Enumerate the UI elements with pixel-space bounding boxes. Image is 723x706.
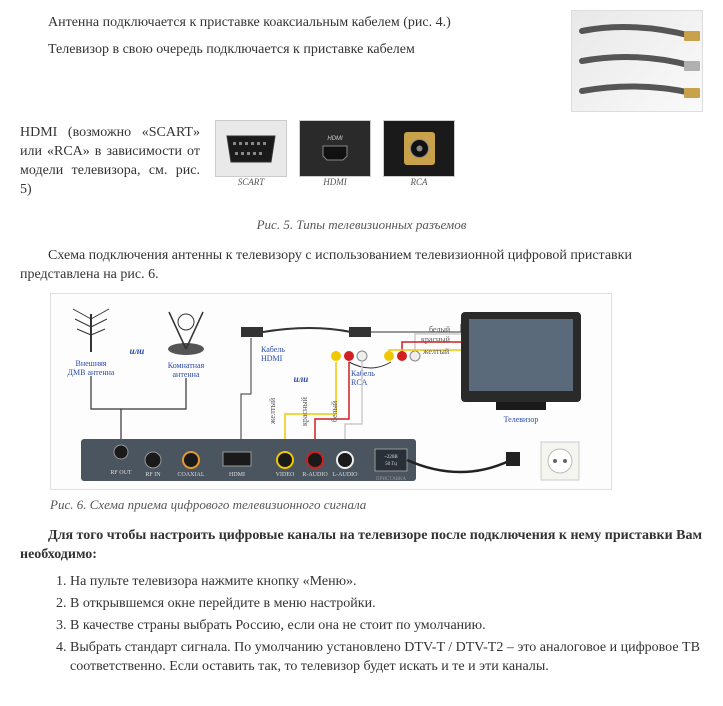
svg-text:RF OUT: RF OUT — [110, 470, 132, 476]
svg-text:R-AUDIO: R-AUDIO — [302, 472, 328, 478]
hdmi-cable-label: Кабель — [261, 345, 285, 354]
indoor-antenna-label: Комнатная — [168, 361, 205, 370]
text-block-2: HDMI (возможно «SCART» или «RCA» в завис… — [20, 120, 200, 208]
caption-fig5: Рис. 5. Типы телевизионных разъемов — [20, 216, 703, 234]
step-4: Выбрать стандарт сигнала. По умолчанию у… — [70, 639, 703, 677]
rca-cable-icon — [331, 351, 420, 368]
svg-text:RF IN: RF IN — [145, 472, 161, 478]
paragraph-3: HDMI (возможно «SCART» или «RCA» в завис… — [20, 124, 200, 200]
tv-label: Телевизор — [504, 415, 539, 424]
white-label: белый — [429, 325, 451, 334]
steps-list: На пульте телевизора нажмите кнопку «Мен… — [70, 573, 703, 676]
wall-socket-icon — [541, 442, 579, 480]
svg-text:VIDEO: VIDEO — [276, 472, 295, 478]
outdoor-antenna-label: Внешняя — [76, 359, 107, 368]
svg-text:HDMI: HDMI — [261, 354, 283, 363]
hdmi-connector: HDMI HDMI — [299, 120, 371, 187]
or-label-2: или — [294, 374, 309, 384]
connection-diagram: Внешняя ДМВ антенна Комнатная антенна ил… — [50, 293, 612, 490]
tv-icon — [461, 312, 581, 410]
paragraph-2: Телевизор в свою очередь подключается к … — [20, 41, 556, 60]
rca-label: RCA — [411, 177, 428, 187]
svg-text:HDMI: HDMI — [229, 472, 245, 478]
step-2: В открывшемся окне перейдите в меню наст… — [70, 595, 703, 614]
section-connectors: HDMI (возможно «SCART» или «RCA» в завис… — [20, 120, 703, 208]
yellow-label: желтый — [422, 347, 450, 356]
svg-text:красный: красный — [300, 396, 309, 426]
hdmi-label: HDMI — [323, 177, 347, 187]
svg-text:COAXIAL: COAXIAL — [178, 472, 205, 478]
svg-text:50 Гц: 50 Гц — [385, 462, 397, 467]
caption-fig6: Рис. 6. Схема приема цифрового телевизио… — [50, 496, 703, 514]
section-coax: Антенна подключается к приставке коаксиа… — [20, 10, 703, 112]
rca-connector: RCA — [383, 120, 455, 187]
svg-text:~220В: ~220В — [384, 455, 398, 460]
svg-text:ДМВ антенна: ДМВ антенна — [68, 368, 115, 377]
svg-text:HDMI: HDMI — [327, 136, 343, 142]
or-label-1: или — [130, 346, 145, 356]
hdmi-cable-icon — [241, 327, 371, 337]
outdoor-antenna-icon — [73, 309, 109, 352]
red-label: красный — [421, 335, 451, 344]
svg-text:желтый: желтый — [268, 397, 277, 425]
svg-text:ПРИСТАВКА: ПРИСТАВКА — [376, 477, 406, 482]
stb-panel: RF OUT RF IN COAXIAL HDMI VIDEO R-AUDIO … — [81, 439, 416, 482]
scart-label: SCART — [238, 177, 265, 187]
svg-text:RCA: RCA — [351, 378, 368, 387]
paragraph-5: Для того чтобы настроить цифровые каналы… — [20, 527, 703, 565]
paragraph-4: Схема подключения антенны к телевизору с… — [20, 247, 703, 285]
text-block-1: Антенна подключается к приставке коаксиа… — [20, 10, 556, 68]
coax-cable-image — [571, 10, 703, 112]
paragraph-1: Антенна подключается к приставке коаксиа… — [20, 14, 556, 33]
connectors-images: SCART HDMI HDMI RCA — [215, 120, 455, 187]
svg-text:белый: белый — [330, 400, 339, 422]
step-1: На пульте телевизора нажмите кнопку «Мен… — [70, 573, 703, 592]
step-3: В качестве страны выбрать Россию, если о… — [70, 617, 703, 636]
indoor-antenna-icon — [168, 312, 204, 355]
rca-cable-label: Кабель — [351, 369, 375, 378]
svg-text:L-AUDIO: L-AUDIO — [333, 472, 359, 478]
svg-text:антенна: антенна — [173, 370, 200, 379]
scart-connector: SCART — [215, 120, 287, 187]
